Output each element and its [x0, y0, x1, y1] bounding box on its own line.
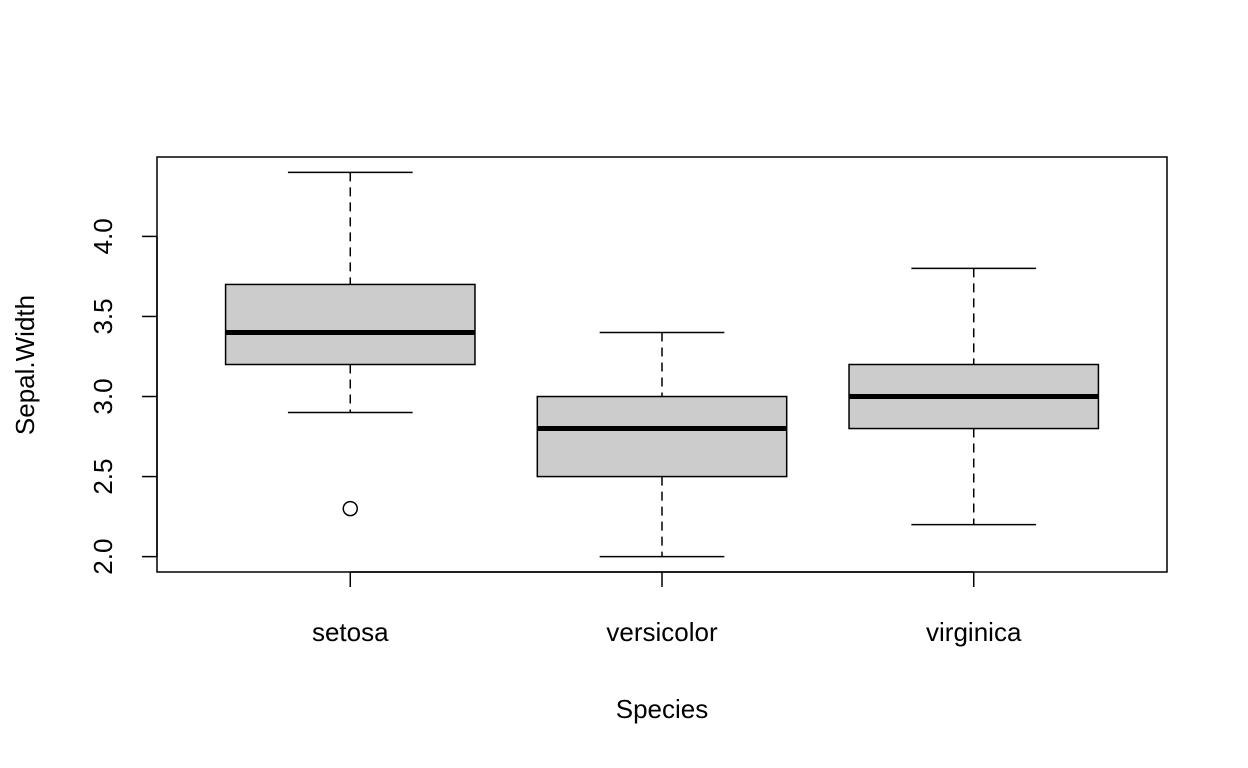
x-tick-label: versicolor: [606, 617, 718, 647]
x-axis-label: Species: [616, 694, 709, 724]
y-tick-label: 2.0: [88, 539, 118, 575]
y-axis-label: Sepal.Width: [10, 295, 40, 435]
x-tick-label: virginica: [926, 617, 1022, 647]
y-tick-label: 3.0: [88, 378, 118, 414]
x-tick-label: setosa: [312, 617, 389, 647]
y-tick-label: 4.0: [88, 218, 118, 254]
box-versicolor: [536, 395, 788, 478]
y-tick-label: 2.5: [88, 458, 118, 494]
box-setosa: [224, 283, 476, 366]
outlier-point: [342, 500, 359, 517]
y-tick-label: 3.5: [88, 298, 118, 334]
